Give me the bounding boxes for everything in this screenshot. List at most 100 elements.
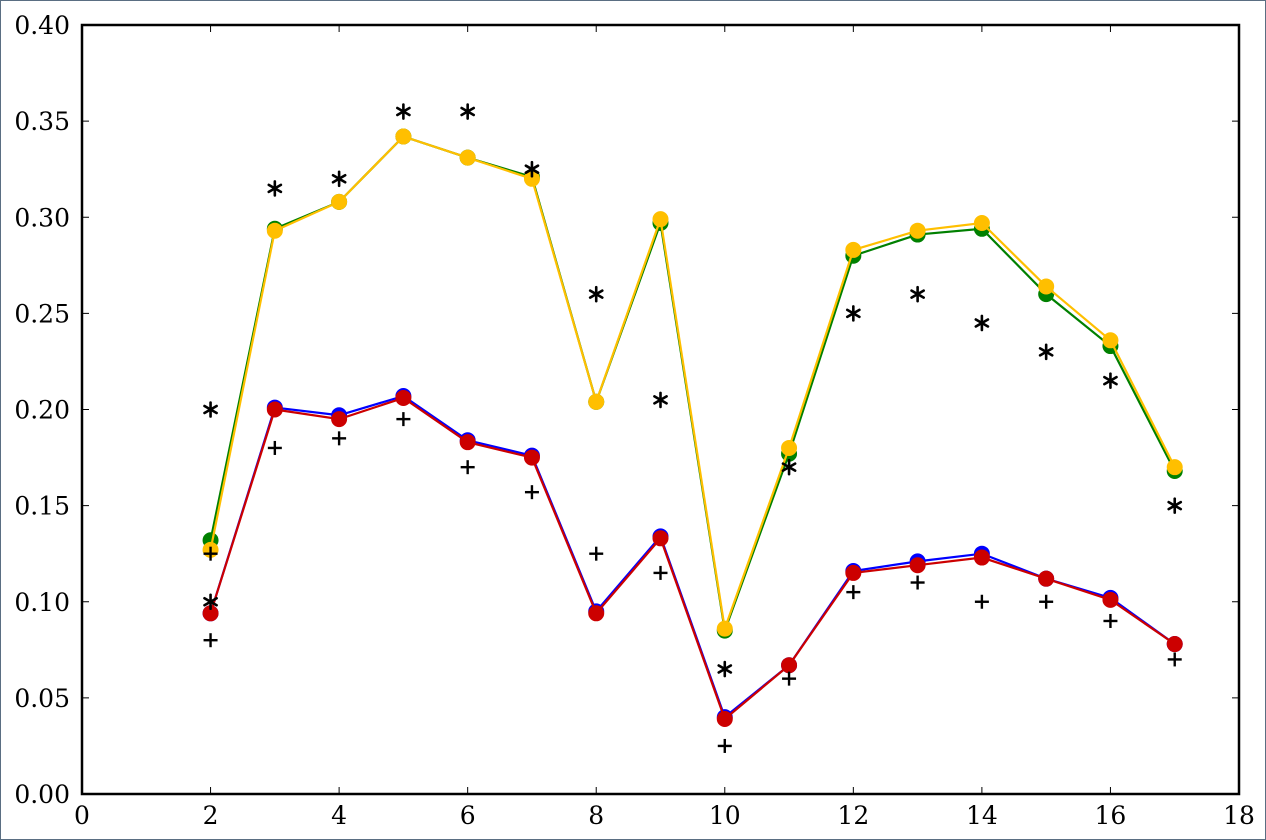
data-point <box>588 393 605 410</box>
data-point <box>845 241 862 258</box>
series-1-line <box>209 135 1176 630</box>
plus-marker <box>524 485 539 500</box>
data-point <box>331 193 348 210</box>
asterisk-marker <box>845 305 861 322</box>
y-tick-label: 0.05 <box>14 684 70 713</box>
y-tick-label: 0.40 <box>14 11 70 40</box>
y-tick-label: 0.25 <box>14 299 70 328</box>
asterisk-marker <box>910 285 925 303</box>
series-7 <box>203 546 218 561</box>
asterisk-marker <box>203 593 218 611</box>
asterisk-marker <box>331 170 347 188</box>
x-tick-label: 14 <box>966 801 998 830</box>
plus-marker <box>589 546 604 561</box>
asterisk-marker <box>653 391 668 409</box>
data-point <box>845 564 862 581</box>
data-point <box>1166 459 1183 476</box>
asterisk-stroke <box>331 174 347 184</box>
plus-marker <box>846 585 861 600</box>
data-point <box>1102 332 1119 349</box>
x-tick-label: 0 <box>74 801 90 830</box>
asterisk-marker <box>717 660 733 678</box>
asterisk-stroke <box>203 596 218 607</box>
series-0-line <box>209 135 1176 631</box>
data-point <box>973 549 990 566</box>
plus-marker <box>1039 594 1054 609</box>
asterisk-marker <box>524 160 540 178</box>
plus-marker <box>203 633 218 648</box>
data-point <box>781 439 798 456</box>
series-2-line <box>209 394 1176 719</box>
data-point <box>652 211 669 228</box>
series-2 <box>202 388 1183 726</box>
data-point <box>266 222 283 239</box>
series-0 <box>202 128 1183 639</box>
asterisk-stroke <box>1038 347 1054 357</box>
data-point <box>331 411 348 428</box>
x-tick-label: 8 <box>588 801 604 830</box>
asterisk-marker <box>1038 343 1054 361</box>
plus-marker <box>653 565 668 580</box>
asterisk-marker <box>1167 497 1183 514</box>
data-point <box>1038 278 1055 295</box>
data-point <box>1102 591 1119 608</box>
y-tick-label: 0.35 <box>14 107 70 136</box>
data-point <box>459 434 476 451</box>
data-point <box>1166 636 1183 653</box>
plus-marker <box>717 738 732 753</box>
plus-marker <box>1167 652 1182 667</box>
data-point <box>588 605 605 622</box>
data-point <box>523 449 540 466</box>
asterisk-marker <box>267 180 283 197</box>
data-point <box>459 149 476 166</box>
y-tick-label: 0.00 <box>14 780 70 809</box>
asterisk-stroke <box>974 318 990 328</box>
x-tick-label: 2 <box>203 801 219 830</box>
x-tick-label: 4 <box>331 801 347 830</box>
data-point <box>973 215 990 232</box>
plot-area-border <box>80 23 1241 796</box>
y-tick-label: 0.30 <box>14 203 70 232</box>
asterisk-stroke <box>717 664 733 674</box>
asterisk-stroke <box>267 183 283 194</box>
asterisk-stroke <box>460 106 476 117</box>
asterisk-stroke <box>910 289 925 299</box>
asterisk-marker <box>396 103 411 120</box>
x-tick-label: 16 <box>1095 801 1127 830</box>
data-point <box>652 530 669 547</box>
series-3-line <box>209 396 1176 721</box>
asterisk-stroke <box>1167 500 1183 511</box>
series-1 <box>202 128 1183 637</box>
plus-marker <box>782 671 797 686</box>
plus-marker <box>974 594 989 609</box>
asterisk-marker <box>203 401 218 418</box>
y-tick-label: 0.10 <box>14 588 70 617</box>
asterisk-marker <box>974 314 990 332</box>
y-tick-label: 0.15 <box>14 492 70 521</box>
asterisk-marker <box>460 103 476 120</box>
x-tick-label: 10 <box>709 801 741 830</box>
data-point <box>781 657 798 674</box>
asterisk-stroke <box>1103 375 1118 386</box>
data-point <box>395 389 412 406</box>
data-point <box>716 620 733 637</box>
data-point <box>909 222 926 239</box>
series-6 <box>203 412 1182 753</box>
series-3 <box>202 389 1183 728</box>
series-4 <box>203 103 1183 678</box>
axes-layer <box>80 23 1241 796</box>
x-tick-label: 6 <box>460 801 476 830</box>
data-point <box>909 557 926 574</box>
asterisk-marker <box>1103 372 1118 389</box>
x-tick-label: 12 <box>837 801 869 830</box>
data-point <box>716 711 733 728</box>
asterisk-stroke <box>203 404 218 415</box>
series-layer <box>202 103 1183 753</box>
x-tick-label: 18 <box>1223 801 1255 830</box>
data-point <box>1038 570 1055 587</box>
plus-marker <box>460 460 475 475</box>
plus-marker <box>910 575 925 590</box>
plus-marker <box>332 431 347 446</box>
